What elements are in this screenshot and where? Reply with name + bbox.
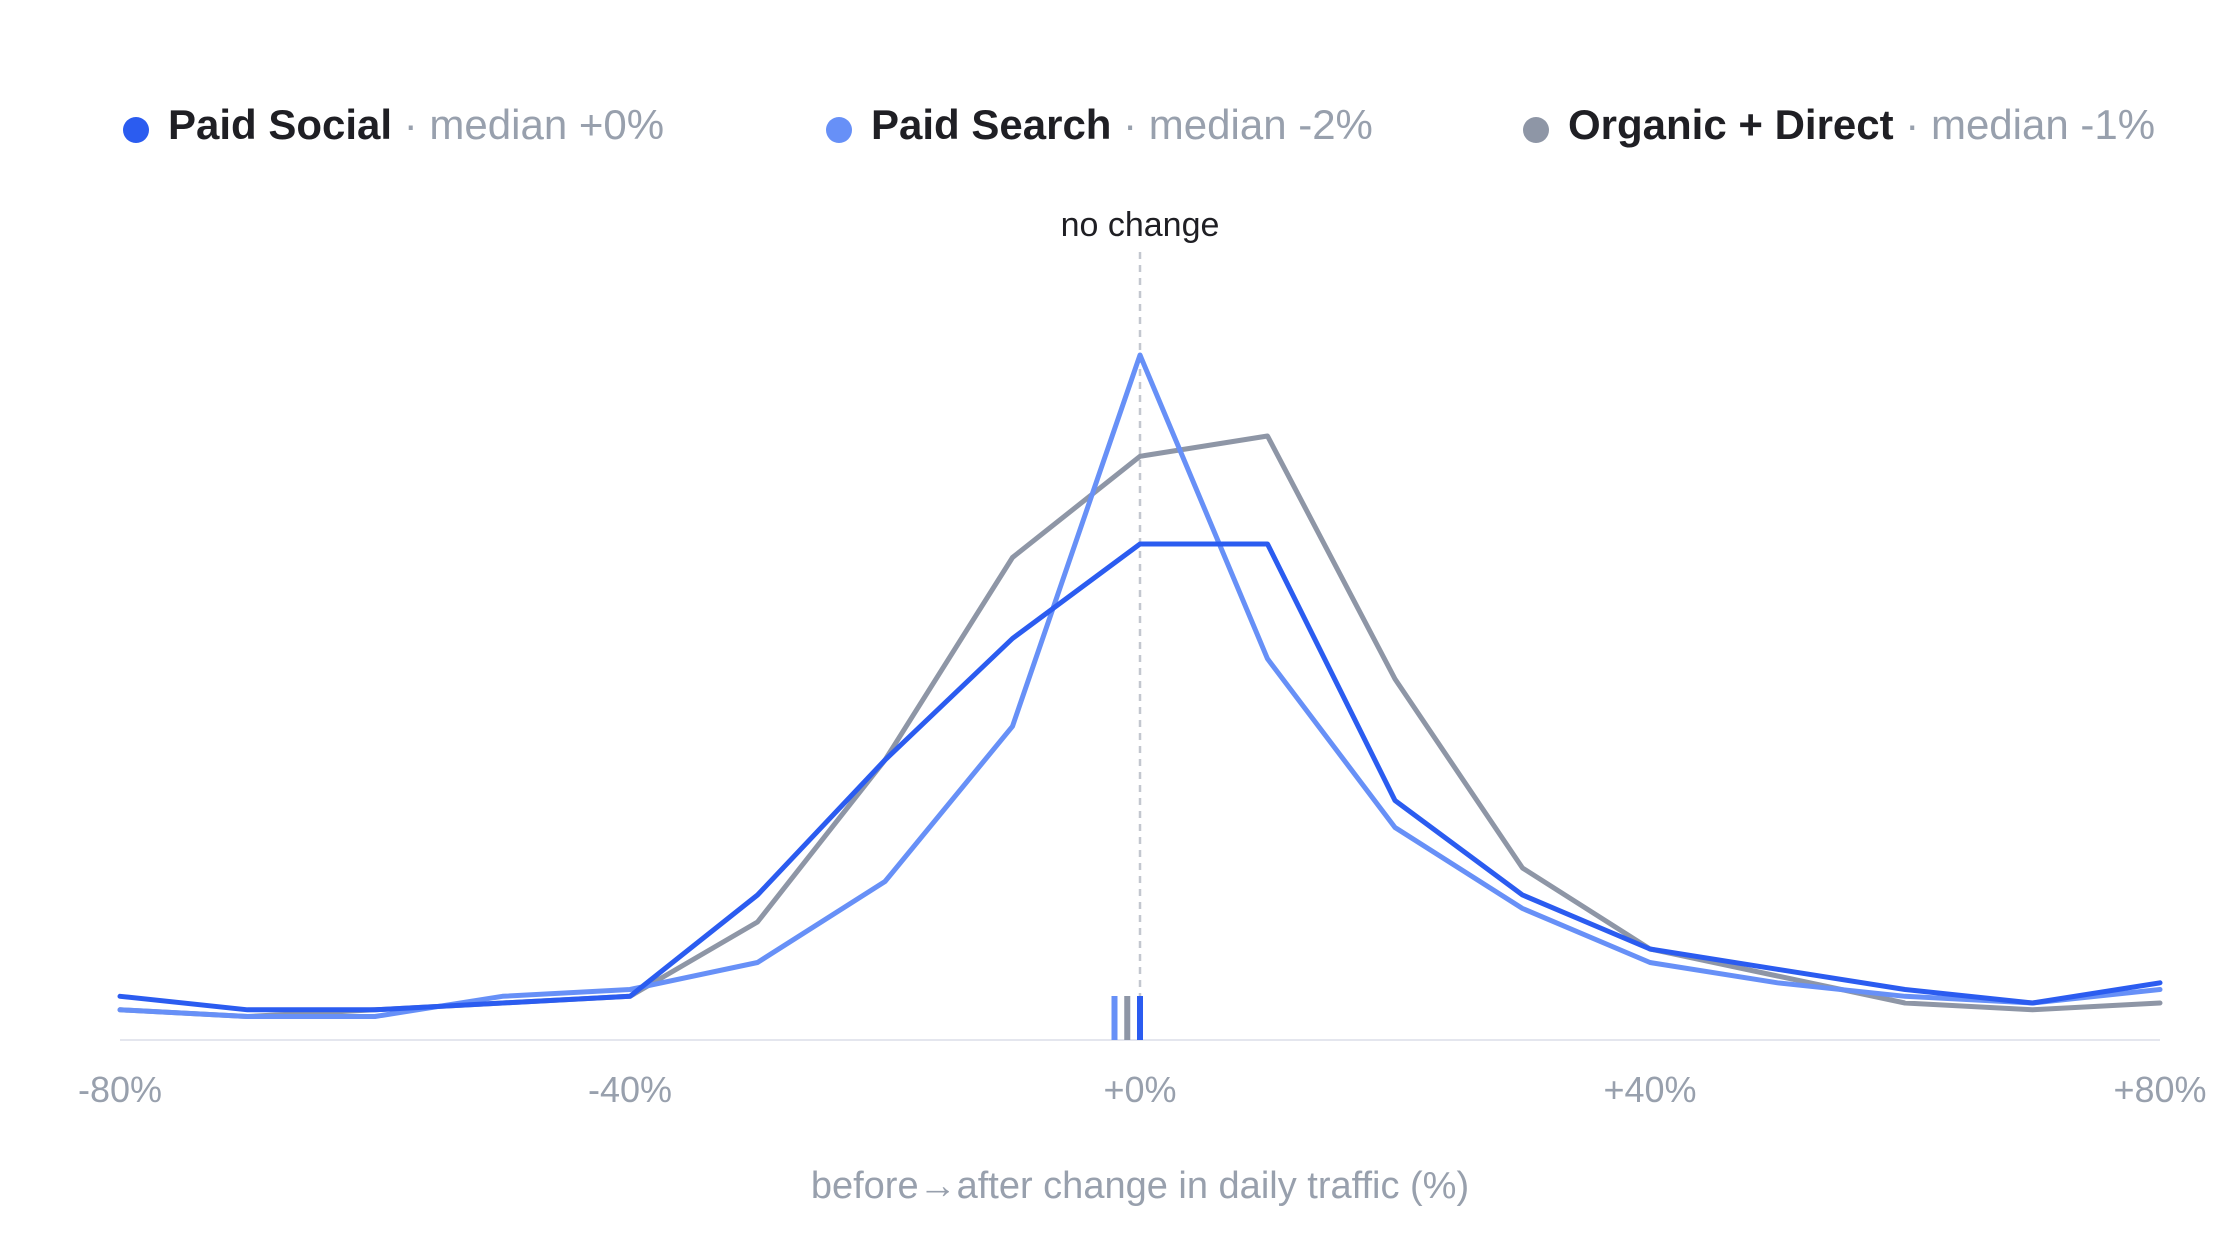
x-tick-label: +0% bbox=[1103, 1069, 1176, 1110]
legend-dot-paid-social bbox=[123, 117, 149, 143]
legend-name-paid-social: Paid Social bbox=[168, 101, 392, 148]
x-tick-label: +40% bbox=[1603, 1069, 1696, 1110]
x-tick-label: +80% bbox=[2113, 1069, 2206, 1110]
legend-name-paid-search: Paid Search bbox=[871, 101, 1111, 148]
plot-area: no change -80% -40% +0% +40% +80% bbox=[78, 206, 2207, 1110]
legend-item-paid-social[interactable]: Paid Social · median +0% bbox=[123, 101, 664, 148]
svg-text:Paid Social · median +0%: Paid Social · median +0% bbox=[168, 101, 664, 148]
legend-item-organic-direct[interactable]: Organic + Direct · median -1% bbox=[1523, 101, 2155, 148]
x-axis-ticks: -80% -40% +0% +40% +80% bbox=[78, 1069, 2207, 1110]
legend-median-organic-direct: median -1% bbox=[1931, 101, 2155, 148]
x-tick-label: -40% bbox=[588, 1069, 672, 1110]
x-axis-title: before→after change in daily traffic (%) bbox=[811, 1165, 1469, 1207]
median-markers bbox=[1111, 996, 1143, 1040]
legend-separator: · bbox=[1894, 101, 1931, 148]
series-line-paid-social bbox=[117, 541, 2163, 1013]
legend: Paid Social · median +0% Paid Search · m… bbox=[123, 101, 2155, 148]
legend-dot-organic-direct bbox=[1523, 117, 1549, 143]
legend-item-paid-search[interactable]: Paid Search · median -2% bbox=[826, 101, 1373, 148]
legend-name-organic-direct: Organic + Direct bbox=[1568, 101, 1894, 148]
svg-text:Organic + Direct · median -1%: Organic + Direct · median -1% bbox=[1568, 101, 2155, 148]
legend-dot-paid-search bbox=[826, 117, 852, 143]
svg-text:Paid Search · median -2%: Paid Search · median -2% bbox=[871, 101, 1373, 148]
legend-separator: · bbox=[1111, 101, 1148, 148]
legend-separator: · bbox=[392, 101, 429, 148]
x-tick-label: -80% bbox=[78, 1069, 162, 1110]
legend-median-paid-social: median +0% bbox=[429, 101, 664, 148]
no-change-label: no change bbox=[1061, 206, 1220, 244]
series-lines bbox=[117, 352, 2163, 1019]
legend-median-paid-search: median -2% bbox=[1149, 101, 1373, 148]
